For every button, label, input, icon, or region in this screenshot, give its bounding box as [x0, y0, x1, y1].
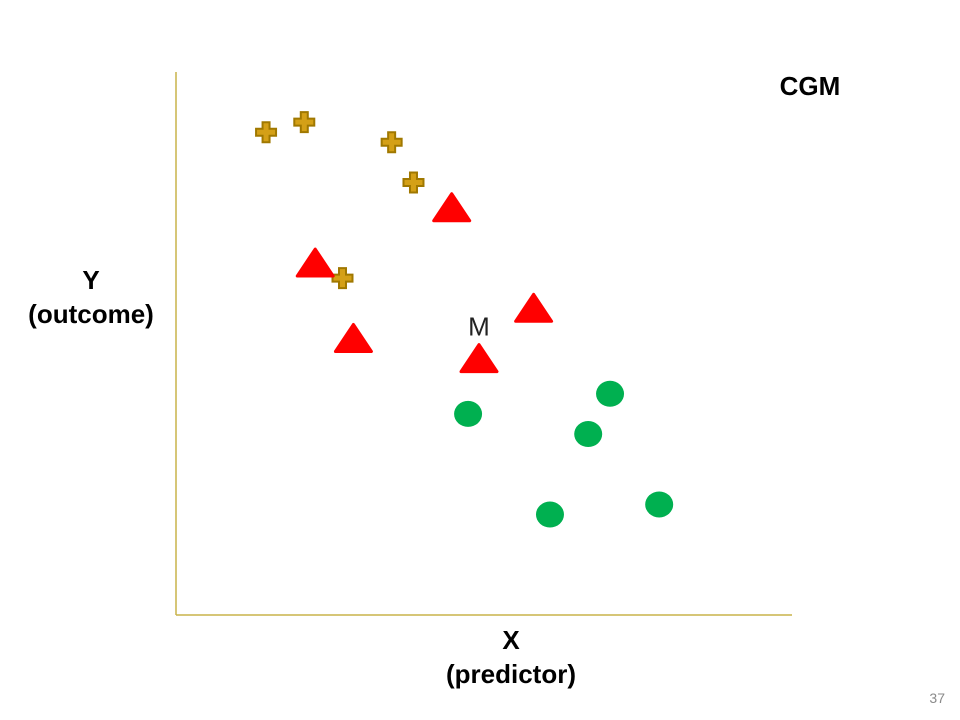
- triangle-point-2: [295, 247, 335, 278]
- triangle-point-4: [333, 322, 373, 353]
- cross-point-4: [402, 171, 425, 194]
- slide-number: 37: [929, 690, 945, 706]
- circle-point-2: [454, 400, 483, 427]
- circle-point-1: [596, 380, 625, 407]
- annotation-label-1: M: [468, 311, 490, 341]
- cross-point-2: [293, 111, 316, 134]
- triangle-point-3: [514, 292, 554, 323]
- cross-point-5: [331, 267, 354, 290]
- cross-point-1: [255, 121, 278, 144]
- circle-point-4: [645, 491, 674, 518]
- chart-marks: M: [255, 111, 674, 528]
- circle-point-3: [574, 421, 603, 448]
- triangle-point-1: [432, 192, 472, 223]
- chart-title: CGM: [779, 71, 841, 101]
- triangle-point-5: [459, 343, 499, 374]
- y-axis-label-line-2: (outcome): [28, 298, 154, 329]
- x-axis-label-line-2: (predictor): [446, 658, 576, 689]
- x-axis-label: X (predictor): [420, 624, 602, 692]
- y-axis-label-line-1: Y: [82, 265, 100, 295]
- y-axis-label: Y (outcome): [10, 264, 172, 332]
- cross-point-3: [380, 131, 403, 154]
- x-axis-label-line-1: X: [502, 625, 520, 655]
- circle-point-5: [535, 501, 564, 528]
